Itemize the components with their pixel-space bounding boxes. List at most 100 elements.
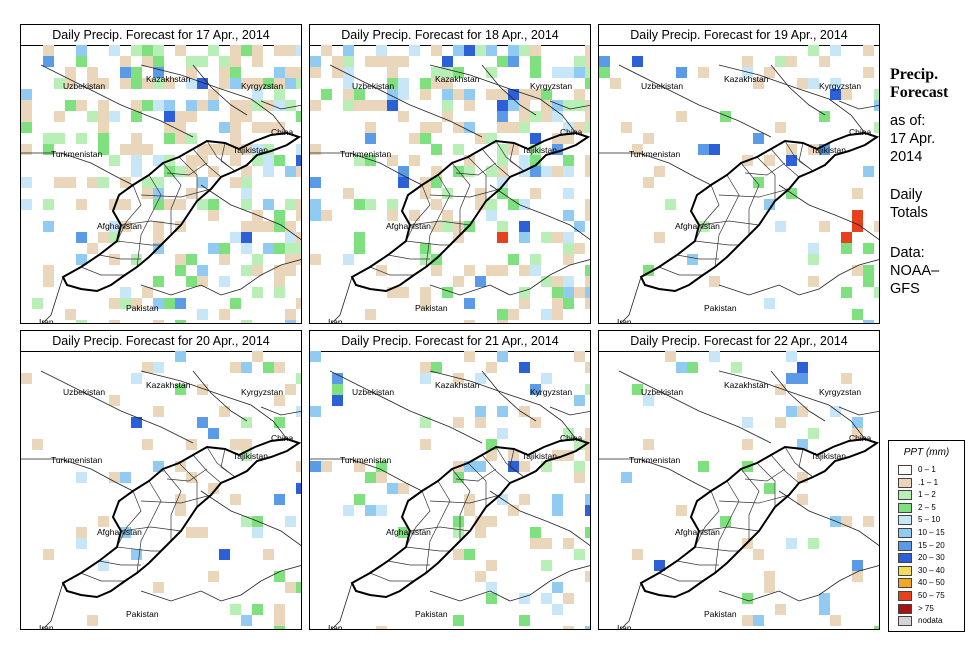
ppt-legend: PPT (mm) 0 – 1 .1 – 1 1 – 2 2 – 5 5 – 10 10 –… — [888, 440, 965, 632]
precip-cell — [219, 78, 230, 89]
country-border — [838, 406, 879, 416]
label-pakistan: Pakistan — [415, 609, 448, 619]
precip-cell — [585, 362, 590, 373]
precip-cell — [197, 155, 208, 166]
precip-cell — [274, 45, 285, 56]
panel-title: Daily Precip. Forecast for 20 Apr., 2014 — [21, 331, 301, 352]
precip-cell — [453, 417, 464, 428]
precip-cell — [296, 111, 301, 122]
precip-cell — [274, 604, 285, 615]
province-border — [509, 448, 525, 478]
precip-cell — [497, 144, 508, 155]
precip-cell — [98, 177, 109, 188]
precip-cell — [387, 199, 398, 210]
precip-cell — [786, 56, 797, 67]
precip-cell — [808, 276, 819, 287]
precip-cell — [742, 417, 753, 428]
precip-cell — [519, 461, 530, 472]
precip-cell — [808, 254, 819, 265]
label-turkmenistan: Turkmenistan — [51, 455, 102, 465]
precip-cell — [321, 89, 332, 100]
precip-cell — [120, 221, 131, 232]
province-border — [116, 490, 142, 548]
legend-swatch — [898, 465, 912, 475]
precip-cell — [230, 298, 241, 309]
precip-cell — [574, 100, 585, 111]
precip-cell — [530, 527, 541, 538]
precip-cell — [120, 177, 131, 188]
precip-cell — [585, 111, 590, 122]
precip-cell — [764, 483, 775, 494]
precip-cell — [230, 232, 241, 243]
precip-cell — [131, 298, 142, 309]
label-pakistan: Pakistan — [704, 609, 737, 619]
precip-cell — [775, 604, 786, 615]
precip-map: Kazakhstan Uzbekistan Kyrgyzstan China Turkm… — [21, 45, 301, 323]
precip-cell — [508, 45, 519, 56]
precip-cell — [863, 243, 874, 254]
precip-cell — [21, 89, 32, 100]
data-label: Data: — [890, 245, 925, 261]
precip-cell — [453, 472, 464, 483]
legend-swatch — [898, 502, 912, 513]
precip-cell — [497, 177, 508, 188]
precip-cell — [310, 144, 321, 155]
precip-cell — [530, 188, 541, 199]
precip-cell — [508, 199, 519, 210]
label-kazakhstan: Kazakhstan — [435, 74, 480, 84]
precip-cell — [310, 461, 321, 472]
precip-cell — [175, 461, 186, 472]
label-iran: Iran — [39, 623, 54, 629]
precip-cell — [21, 122, 32, 133]
province-border — [658, 266, 703, 276]
precip-cell — [552, 100, 563, 111]
province-border — [80, 572, 125, 582]
precip-cell — [585, 298, 590, 309]
label-pakistan: Pakistan — [415, 303, 448, 313]
precip-cell — [274, 67, 285, 78]
precip-cell — [574, 122, 585, 133]
precip-cell — [208, 100, 219, 111]
label-tajikistan: Tajikistan — [811, 145, 846, 155]
precip-cell — [676, 111, 687, 122]
precip-cell — [464, 494, 475, 505]
precip-cell — [175, 166, 186, 177]
precip-cell — [830, 89, 841, 100]
precip-cell — [563, 428, 574, 439]
precip-map: Kazakhstan Uzbekistan Kyrgyzstan China Turkm… — [599, 45, 879, 323]
precip-cell — [420, 122, 431, 133]
precip-cell — [442, 188, 453, 199]
country-border — [42, 582, 64, 629]
province-border — [694, 240, 739, 246]
precip-cell — [142, 78, 153, 89]
precip-cell — [197, 199, 208, 210]
precip-cell — [497, 265, 508, 276]
precip-cell — [574, 67, 585, 78]
precip-cell — [442, 89, 453, 100]
precip-cell — [354, 89, 365, 100]
precip-cell — [387, 100, 398, 111]
precip-cell — [343, 505, 354, 516]
panel-title: Daily Precip. Forecast for 18 Apr., 2014 — [310, 25, 590, 46]
precip-cell — [753, 177, 764, 188]
precip-cell — [153, 406, 164, 417]
province-border — [405, 240, 450, 246]
precip-cell — [764, 582, 775, 593]
precip-cell — [841, 373, 852, 384]
precip-cell — [332, 395, 343, 406]
precip-cell — [21, 100, 32, 111]
precip-cell — [21, 373, 32, 384]
precip-cell — [475, 461, 486, 472]
precip-cell — [296, 582, 301, 593]
data-source-line1: NOAA– — [890, 263, 940, 279]
precip-cell — [285, 100, 296, 111]
label-iran: Iran — [328, 623, 343, 629]
precip-cell — [131, 78, 142, 89]
precip-cell — [497, 428, 508, 439]
province-border — [178, 156, 198, 201]
legend-label: .1 – 1 — [918, 477, 939, 487]
precip-cell — [563, 166, 574, 177]
province-border — [467, 462, 487, 507]
precip-cell — [343, 188, 354, 199]
country-border — [192, 64, 248, 116]
